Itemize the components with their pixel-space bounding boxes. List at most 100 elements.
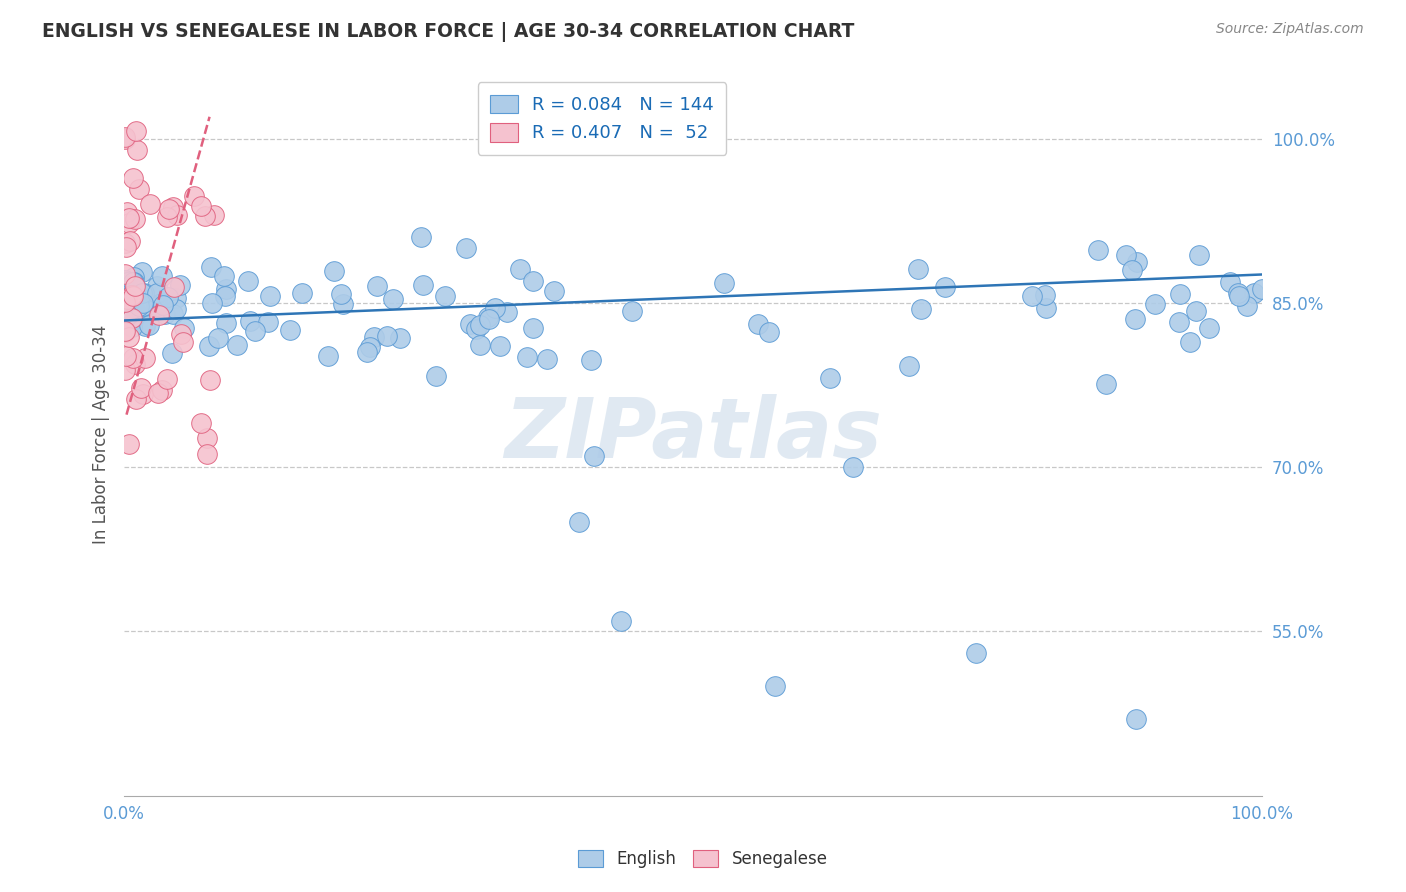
Point [516, 351, 538, 365]
Point [488, 339, 510, 353]
Y-axis label: In Labor Force | Age 30-34: In Labor Force | Age 30-34 [93, 325, 110, 544]
Point [114, 324, 136, 338]
Point [122, 292, 145, 306]
Point [149, 296, 172, 310]
Point [259, 289, 281, 303]
Point [1095, 377, 1118, 392]
Point [152, 298, 174, 312]
Point [122, 298, 145, 312]
Point [543, 284, 565, 298]
Point [121, 276, 143, 290]
Point [568, 515, 591, 529]
Point [1115, 248, 1137, 262]
Point [134, 351, 156, 365]
Point [496, 304, 519, 318]
Point [207, 331, 229, 345]
Point [468, 318, 491, 332]
Point [1035, 301, 1057, 315]
Point [124, 309, 146, 323]
Point [356, 344, 378, 359]
Point [243, 324, 266, 338]
Point [1121, 262, 1143, 277]
Point [118, 211, 141, 226]
Point [156, 372, 179, 386]
Point [484, 301, 506, 315]
Point [114, 267, 136, 281]
Point [122, 171, 145, 186]
Point [121, 297, 143, 311]
Point [121, 287, 143, 301]
Point [907, 261, 929, 276]
Point [194, 210, 217, 224]
Point [198, 373, 221, 387]
Point [212, 269, 235, 284]
Point [124, 279, 146, 293]
Point [128, 296, 150, 310]
Point [1219, 275, 1241, 289]
Point [226, 338, 249, 352]
Point [363, 330, 385, 344]
Point [125, 144, 148, 158]
Legend: R = 0.084   N = 144, R = 0.407   N =  52: R = 0.084 N = 144, R = 0.407 N = 52 [478, 82, 727, 155]
Point [200, 260, 222, 274]
Point [121, 275, 143, 289]
Point [146, 386, 169, 401]
Point [236, 274, 259, 288]
Point [1126, 254, 1149, 268]
Point [132, 387, 155, 401]
Point [124, 301, 146, 316]
Point [468, 337, 491, 351]
Point [115, 239, 138, 253]
Point [117, 275, 139, 289]
Point [150, 383, 173, 397]
Point [1021, 289, 1043, 303]
Point [114, 132, 136, 146]
Point [134, 318, 156, 333]
Point [1251, 282, 1274, 296]
Point [118, 234, 141, 248]
Point [215, 316, 238, 330]
Point [118, 283, 141, 297]
Point [114, 292, 136, 306]
Point [1229, 289, 1251, 303]
Point [910, 302, 932, 317]
Point [215, 282, 238, 296]
Point [522, 273, 544, 287]
Point [121, 288, 143, 302]
Point [165, 301, 187, 316]
Point [131, 296, 153, 310]
Point [148, 308, 170, 322]
Point [165, 291, 187, 305]
Point [120, 291, 142, 305]
Point [115, 310, 138, 325]
Point [330, 287, 353, 301]
Point [120, 297, 142, 311]
Point [522, 321, 544, 335]
Point [1188, 247, 1211, 261]
Point [145, 285, 167, 300]
Point [1198, 321, 1220, 335]
Point [291, 286, 314, 301]
Point [454, 241, 477, 255]
Point [620, 304, 643, 318]
Point [1143, 297, 1166, 311]
Point [134, 286, 156, 301]
Point [121, 290, 143, 304]
Point [120, 314, 142, 328]
Point [458, 317, 481, 331]
Point [115, 292, 138, 306]
Point [132, 299, 155, 313]
Point [1033, 288, 1056, 302]
Point [198, 339, 221, 353]
Point [1226, 285, 1249, 300]
Point [409, 230, 432, 244]
Point [478, 312, 501, 326]
Point [1087, 243, 1109, 257]
Point [239, 313, 262, 327]
Point [122, 289, 145, 303]
Point [758, 325, 780, 339]
Point [131, 265, 153, 279]
Point [842, 460, 865, 475]
Point [162, 307, 184, 321]
Point [536, 351, 558, 366]
